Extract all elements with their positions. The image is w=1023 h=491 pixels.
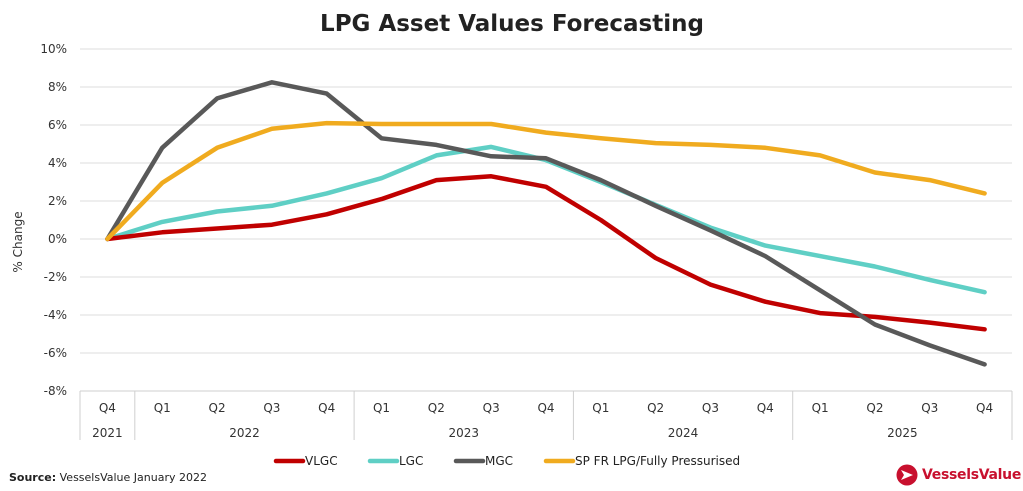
legend-label: MGC (485, 454, 513, 468)
x-tick-label: Q4 (537, 401, 554, 415)
x-year-label: 2021 (92, 426, 123, 440)
series-line-lgc (105, 144, 987, 295)
legend-label: VLGC (305, 454, 338, 468)
x-tick-label: Q3 (263, 401, 280, 415)
x-year-label: 2022 (229, 426, 260, 440)
x-year-label: 2025 (887, 426, 918, 440)
legend-label: LGC (399, 454, 423, 468)
legend-label: SP FR LPG/Fully Pressurised (575, 454, 740, 468)
y-tick-label: 2% (48, 194, 67, 208)
y-tick-label: 0% (48, 232, 67, 246)
x-tick-label: Q1 (154, 401, 171, 415)
source-text: VesselsValue January 2022 (59, 471, 207, 484)
x-tick-label: Q1 (373, 401, 390, 415)
x-tick-label: Q3 (483, 401, 500, 415)
x-tick-label: Q1 (592, 401, 609, 415)
y-tick-label: 8% (48, 80, 67, 94)
x-tick-label: Q3 (702, 401, 719, 415)
series-lines (105, 80, 987, 367)
y-axis-label: % Change (11, 211, 25, 272)
y-tick-label: -2% (44, 270, 67, 284)
source-label: Source: (9, 471, 57, 484)
vesselsvalue-logo-icon (896, 464, 918, 486)
legend: VLGC LGC MGC SP FR LPG/Fully Pressurised (273, 454, 740, 468)
y-tick-label: 4% (48, 156, 67, 170)
source-note: Source: VesselsValue January 2022 (9, 471, 207, 484)
x-tick-label: Q4 (976, 401, 993, 415)
x-tick-label: Q2 (647, 401, 664, 415)
series-line-sp-fr-lpg-fully-pressurised (105, 120, 987, 242)
x-year-label: 2024 (668, 426, 699, 440)
grid-lines (80, 48, 1012, 392)
y-tick-label: -4% (44, 308, 67, 322)
x-tick-label: Q2 (866, 401, 883, 415)
y-tick-label: 10% (40, 42, 67, 56)
y-axis-ticks: 10% 8% 6% 4% 2% 0% -2% -4% -6% -8% (40, 42, 67, 398)
x-tick-label: Q1 (812, 401, 829, 415)
x-tick-label: Q4 (757, 401, 774, 415)
x-tick-label: Q4 (99, 401, 116, 415)
x-tick-label: Q2 (209, 401, 226, 415)
x-tick-label: Q2 (428, 401, 445, 415)
y-tick-label: -8% (44, 384, 67, 398)
y-tick-label: 6% (48, 118, 67, 132)
x-tick-label: Q4 (318, 401, 335, 415)
x-tick-label: Q3 (921, 401, 938, 415)
series-line-vlgc (105, 174, 987, 332)
chart-title: LPG Asset Values Forecasting (320, 11, 704, 37)
brand-logo: VesselsValue (896, 464, 1021, 486)
brand-name: VesselsValue (922, 467, 1022, 483)
y-tick-label: -6% (44, 346, 67, 360)
series-line-mgc (105, 80, 987, 367)
x-year-label: 2023 (448, 426, 479, 440)
x-axis: Q4 Q1 Q2 Q3 Q4 Q1 Q2 Q3 Q4 Q1 Q2 Q3 Q4 Q1 Q2 Q3 Q4 2021 20… (79, 390, 1013, 440)
